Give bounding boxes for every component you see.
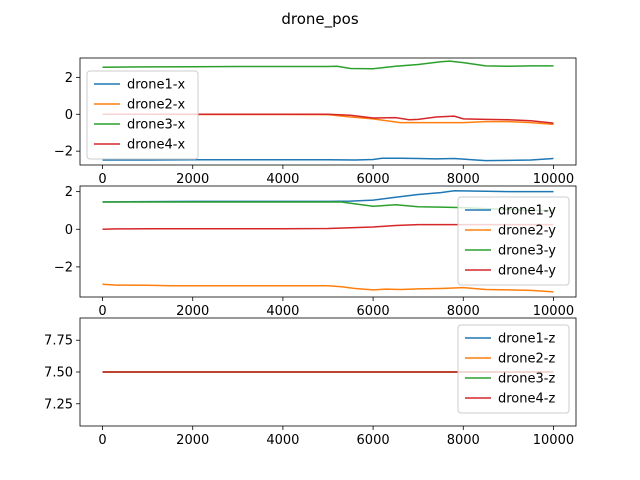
legend-label: drone2-z — [498, 352, 555, 367]
series-line-drone4-x — [102, 113, 554, 124]
x-tick-label: 2000 — [176, 304, 209, 319]
x-tick-label: 8000 — [447, 433, 480, 448]
y-tick-label: −2 — [54, 260, 73, 275]
x-tick-label: 8000 — [447, 304, 480, 319]
x-tick-label: 0 — [98, 172, 106, 187]
legend-label: drone4-y — [498, 264, 556, 279]
y-tick-label: 0 — [65, 108, 73, 123]
y-tick-label: −2 — [54, 145, 73, 160]
legend-label: drone2-x — [127, 98, 185, 113]
legend-box — [457, 196, 570, 286]
axes-frame — [79, 185, 577, 298]
series-line-drone2-y — [102, 283, 554, 293]
subplot-3: 0 2000 4000 6000 8000 10000 7.25 7.50 7.75 drone1… — [44, 317, 577, 448]
x-tick-label: 4000 — [266, 433, 299, 448]
legend-label: drone4-z — [498, 392, 555, 407]
subplots: 0 2000 4000 6000 8000 10000−202 drone1-xdrone2… — [44, 57, 577, 448]
y-tick-label: 2 — [65, 185, 73, 200]
axes-frame — [79, 57, 577, 166]
y-tick-label: 7.75 — [44, 334, 73, 349]
x-tick-label: 2000 — [176, 433, 209, 448]
series-line-drone3-x — [102, 60, 554, 70]
x-tick-label: 10000 — [533, 304, 574, 319]
x-tick-label: 10000 — [533, 433, 574, 448]
y-tick-label: 7.50 — [44, 366, 73, 381]
y-tick-label: 2 — [65, 71, 73, 86]
legend-label: drone1-z — [498, 332, 555, 347]
x-tick-label: 10000 — [533, 172, 574, 187]
legend-label: drone3-z — [498, 372, 555, 387]
legend-label: drone1-x — [127, 78, 185, 93]
legend-box — [457, 324, 570, 414]
subplot-2: 0 2000 4000 6000 8000 10000 −2 0 2 drone1-y drone2… — [54, 185, 577, 319]
legend-box — [86, 70, 199, 160]
x-tick-label: 0 — [98, 433, 106, 448]
y-tick-label: 7.25 — [44, 397, 73, 412]
legend-label: drone4-x — [127, 138, 185, 153]
x-tick-label: 6000 — [357, 172, 390, 187]
legend-label: drone1-y — [498, 204, 556, 219]
x-tick-label: 8000 — [447, 172, 480, 187]
figure-title: drone_pos — [281, 10, 358, 29]
legend: drone1-z drone2-z drone3-z drone4-z — [457, 324, 570, 414]
legend-label: drone3-x — [127, 118, 185, 133]
legend: drone1-y drone2-y drone3-y drone4-y — [457, 196, 570, 286]
legend-label: drone2-y — [498, 224, 556, 239]
x-tick-label: 6000 — [357, 304, 390, 319]
y-tick-label: 0 — [65, 223, 73, 238]
x-tick-label: 4000 — [266, 172, 299, 187]
x-tick-label: 4000 — [266, 304, 299, 319]
x-tick-label: 2000 — [176, 172, 209, 187]
subplot-1: 0 2000 4000 6000 8000 10000 −2 0 2 drone1-x drone2… — [54, 57, 577, 187]
x-tick-label: 6000 — [357, 433, 390, 448]
series-line-drone1-x — [102, 157, 554, 162]
legend-label: drone3-y — [498, 244, 556, 259]
legend: drone1-x drone2-x drone3-x drone4-x — [86, 70, 199, 160]
x-tick-label: 0 — [98, 304, 106, 319]
